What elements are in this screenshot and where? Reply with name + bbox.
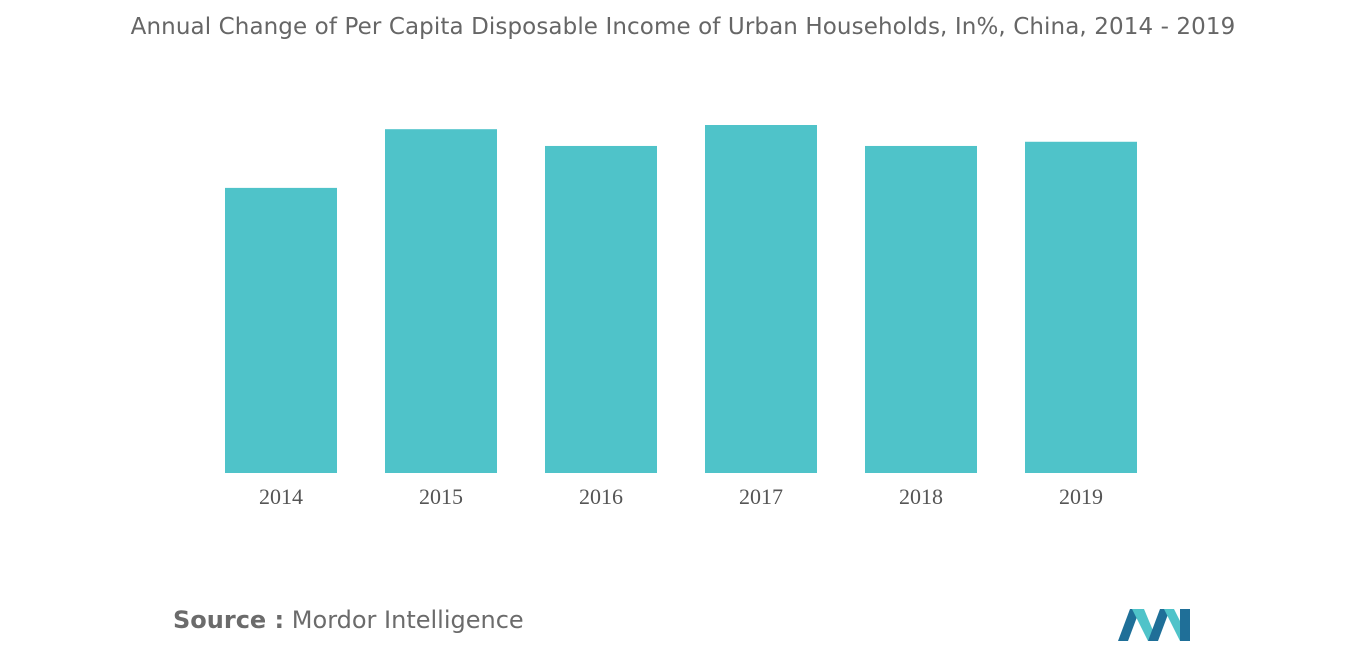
x-tick-label-2017: 2017	[739, 484, 783, 509]
bar-2019	[1025, 141, 1137, 473]
bar-2017	[705, 125, 817, 473]
source-label: Source :	[173, 606, 285, 634]
x-tick-label-2019: 2019	[1059, 484, 1103, 509]
source-value: Mordor Intelligence	[291, 606, 524, 634]
bar-2015	[385, 129, 497, 474]
x-tick-label-2015: 2015	[419, 484, 463, 509]
source-note: Source : Mordor Intelligence	[173, 606, 524, 634]
bar-chart: 2014 2015 2016 2017 2018 2019	[225, 125, 1137, 509]
bar-2018	[865, 145, 977, 473]
bar-2016	[545, 145, 657, 473]
x-tick-label-2016: 2016	[579, 484, 623, 509]
chart-title: Annual Change of Per Capita Disposable I…	[130, 14, 1236, 40]
x-axis-tick-labels: 2014 2015 2016 2017 2018 2019	[259, 484, 1103, 509]
bars-group	[225, 125, 1137, 474]
x-tick-label-2018: 2018	[899, 484, 943, 509]
mordor-intelligence-logo-icon	[1118, 609, 1190, 641]
x-tick-label-2014: 2014	[259, 484, 303, 509]
bar-2014	[225, 187, 337, 473]
